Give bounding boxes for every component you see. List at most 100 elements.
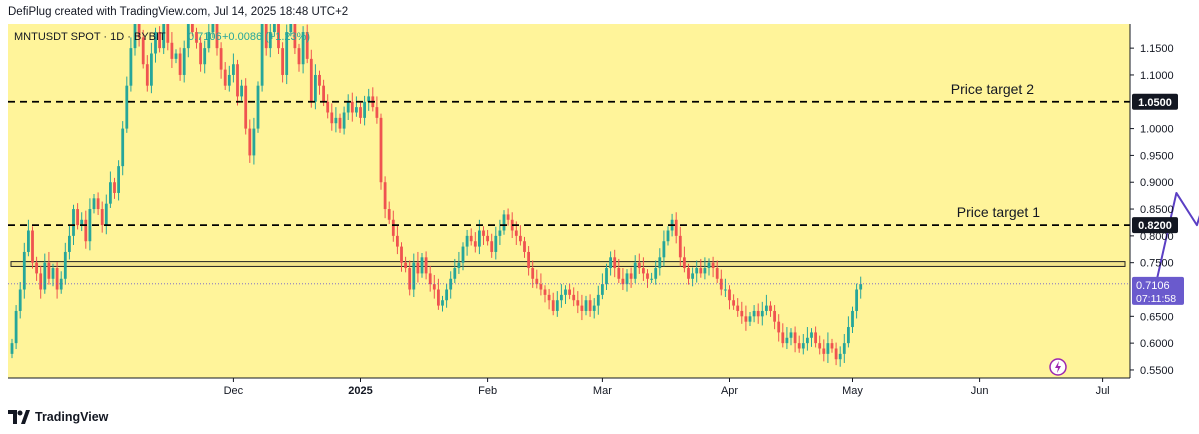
candle-body (838, 353, 842, 360)
candle-body (289, 24, 293, 33)
candle-body (10, 343, 14, 354)
candle-body (43, 262, 47, 290)
candle-body (309, 58, 313, 102)
price-tick-label: 0.8500 (1140, 204, 1174, 216)
candle-body (76, 209, 79, 226)
candle-body (203, 48, 207, 65)
candle-body (387, 209, 391, 220)
plot-background (8, 24, 1130, 378)
price-axis-background (1130, 24, 1199, 378)
price-tick-label: 1.1500 (1140, 43, 1174, 55)
candle-body (519, 235, 522, 242)
candle-body (350, 101, 354, 113)
candle-body (129, 48, 133, 86)
candle-body (207, 32, 211, 49)
candle-body (646, 273, 649, 279)
candle-body (572, 294, 576, 301)
candle-body (523, 241, 526, 252)
candle-body (711, 262, 715, 269)
candle-body (88, 209, 92, 242)
candle-body (797, 343, 801, 349)
candle-body (601, 284, 604, 295)
support-zone[interactable] (10, 261, 1126, 267)
candle-body (379, 117, 383, 183)
candle-body (186, 24, 190, 49)
candle-body (678, 235, 682, 258)
candle-body (810, 332, 813, 338)
candle-body (232, 64, 235, 75)
candle-body (543, 289, 547, 295)
candle-body (92, 198, 96, 210)
candle-body (154, 32, 157, 54)
candle-body (363, 101, 366, 118)
candle-body (461, 246, 465, 263)
candle-body (687, 268, 690, 279)
price-target-label: Price target 2 (951, 81, 1034, 97)
candle-body (51, 268, 55, 279)
candle-body (346, 101, 350, 113)
candle-body (141, 37, 145, 65)
candle-body (445, 289, 448, 301)
legend-change: +0.0086 (+1.23%) (222, 31, 310, 43)
time-tick-label: 2025 (348, 385, 372, 397)
candle-body (174, 53, 178, 59)
lightning-icon[interactable] (1049, 358, 1067, 376)
candle-body (547, 294, 551, 301)
candle-body (314, 74, 317, 102)
candle-body (227, 74, 231, 86)
candle-body (162, 24, 166, 49)
candle-body (301, 32, 305, 65)
candle-body (55, 268, 59, 290)
price-tick-label: 0.9500 (1140, 150, 1174, 162)
candle-body (31, 230, 34, 263)
candle-body (486, 235, 489, 242)
candle-body (834, 348, 838, 360)
price-tick-label: 0.6500 (1140, 311, 1174, 323)
candle-body (801, 343, 805, 349)
candle-body (756, 310, 760, 317)
candle-body (96, 198, 100, 210)
candle-body (404, 262, 407, 269)
candle-body (494, 235, 498, 252)
candle-body (707, 262, 711, 269)
axis-price-tag (1132, 93, 1178, 110)
candle-body (264, 24, 268, 49)
candle-body (400, 246, 403, 263)
candle-body (281, 48, 284, 75)
candle-body (818, 343, 822, 349)
current-price-value: 0.7106 (1136, 280, 1170, 292)
candle-body (63, 251, 67, 279)
candle-body (506, 214, 510, 220)
candle-body (760, 310, 764, 317)
candle-body (498, 230, 502, 236)
candle-body (449, 278, 453, 290)
candle-body (785, 337, 789, 344)
candle-body (145, 64, 149, 86)
axis-price-tag-text: 0.8200 (1138, 220, 1172, 232)
candle-body (773, 310, 776, 322)
candle-body (584, 300, 588, 311)
candle-body (719, 278, 723, 290)
candle-body (150, 53, 153, 86)
candle-body (560, 294, 563, 301)
candle-body (383, 182, 387, 210)
candle-body (478, 230, 481, 247)
candle-body (609, 257, 612, 269)
legend-symbol: MNTUSDT SPOT · 1D · BYBIT (14, 31, 166, 43)
candle-body (748, 316, 752, 322)
projection-path[interactable] (1154, 70, 1199, 285)
candle-body (375, 107, 379, 118)
candle-body (39, 273, 43, 290)
candle-body (35, 262, 38, 274)
candle-body (260, 24, 264, 86)
candle-body (59, 278, 63, 290)
candle-body (637, 262, 641, 269)
candle-body (490, 241, 494, 252)
candle-body (855, 289, 858, 311)
candle-body (285, 32, 289, 75)
candle-body (18, 289, 22, 311)
candle-body (109, 182, 112, 204)
candle-body (605, 268, 608, 285)
candle-body (564, 289, 567, 295)
